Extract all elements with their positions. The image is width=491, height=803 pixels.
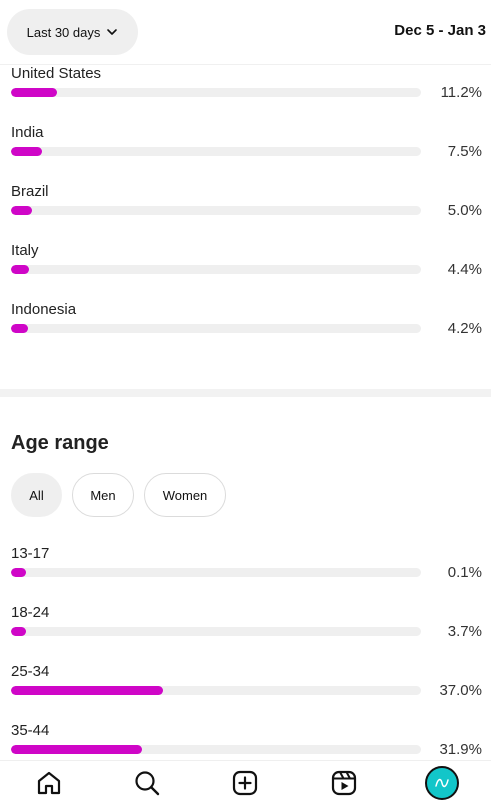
progress-fill [11, 568, 26, 577]
country-row: Indonesia 4.2% [11, 301, 482, 351]
age-row: 18-24 3.7% [11, 604, 482, 654]
progress-fill [11, 627, 27, 636]
progress-fill [11, 265, 30, 274]
progress-fill [11, 206, 32, 215]
progress-track [11, 686, 421, 695]
nav-search[interactable] [127, 763, 167, 803]
date-range-dropdown-label: Last 30 days [26, 24, 101, 40]
country-label: Brazil [11, 183, 49, 200]
filter-women-button[interactable]: Women [144, 473, 226, 517]
progress-fill [11, 745, 142, 754]
country-percent: 5.0% [447, 202, 482, 219]
age-percent: 37.0% [439, 682, 482, 699]
progress-fill [11, 686, 163, 695]
country-row: Brazil 5.0% [11, 183, 482, 233]
age-percent: 0.1% [447, 564, 482, 581]
progress-fill [11, 88, 57, 97]
age-row: 13-17 0.1% [11, 545, 482, 595]
nav-home[interactable] [29, 763, 69, 803]
progress-fill [11, 324, 29, 333]
country-row: Italy 4.4% [11, 242, 482, 292]
country-label: India [11, 124, 44, 141]
nav-create[interactable] [225, 763, 265, 803]
age-label: 25-34 [11, 663, 50, 680]
filter-all-button[interactable]: All [11, 473, 62, 517]
age-percent: 3.7% [447, 623, 482, 640]
date-range-text: Dec 5 - Jan 3 [394, 22, 486, 39]
country-percent: 7.5% [447, 143, 482, 160]
progress-track [11, 206, 421, 215]
header: Last 30 days Dec 5 - Jan 3 [0, 0, 491, 65]
country-label: United States [11, 65, 102, 82]
progress-track [11, 627, 421, 636]
age-label: 13-17 [11, 545, 50, 562]
country-label: Italy [11, 242, 39, 259]
progress-track [11, 324, 421, 333]
country-label: Indonesia [11, 301, 77, 318]
profile-avatar [424, 765, 459, 800]
age-row: 25-34 37.0% [11, 663, 482, 713]
progress-track [11, 568, 421, 577]
country-percent: 4.4% [447, 261, 482, 278]
country-row: India 7.5% [11, 124, 482, 174]
reels-icon [331, 770, 356, 795]
progress-track [11, 88, 421, 97]
age-percent: 31.9% [439, 741, 482, 758]
date-range-dropdown[interactable]: Last 30 days [7, 9, 138, 55]
progress-track [11, 745, 421, 754]
bottom-navigation [0, 760, 491, 803]
home-icon [37, 771, 61, 794]
chevron-down-icon [107, 29, 118, 35]
age-range-title: Age range [11, 432, 109, 454]
avatar-logo-icon [435, 778, 449, 787]
age-row: 35-44 31.9% [11, 722, 482, 772]
age-label: 18-24 [11, 604, 50, 621]
section-divider [0, 389, 491, 397]
create-icon [233, 770, 258, 795]
nav-reels[interactable] [324, 763, 364, 803]
filter-men-button[interactable]: Men [72, 473, 134, 517]
nav-profile[interactable] [422, 763, 462, 803]
age-label: 35-44 [11, 722, 50, 739]
search-icon [135, 770, 160, 795]
country-row: United States 11.2% [11, 65, 482, 115]
progress-track [11, 265, 421, 274]
progress-track [11, 147, 421, 156]
gender-filter-group: All Men Women [11, 473, 226, 517]
country-percent: 11.2% [440, 84, 482, 101]
progress-fill [11, 147, 42, 156]
country-percent: 4.2% [447, 320, 482, 337]
